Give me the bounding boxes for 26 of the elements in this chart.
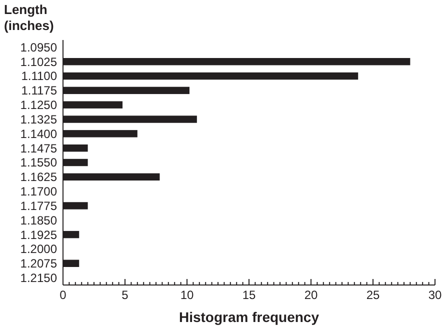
y-tick-label: 1.1925 [20, 228, 58, 242]
x-tick-label: 0 [60, 288, 67, 302]
y-tick-label: 1.1850 [20, 213, 58, 228]
y-tick-label: 1.0950 [20, 40, 58, 54]
y-tick-label: 1.1475 [20, 141, 58, 156]
x-axis-title: Histogram frequency [178, 309, 320, 325]
x-tick-label: 25 [366, 288, 380, 302]
x-tick-label: 10 [180, 288, 194, 302]
y-tick-label: 1.1025 [20, 54, 58, 69]
y-tick-label: 1.1775 [20, 198, 58, 213]
y-tick-label: 1.1400 [20, 126, 58, 141]
y-tick-label: 1.1550 [20, 156, 58, 170]
y-tick-label: 1.2150 [20, 270, 58, 285]
y-tick-label: 1.2075 [20, 256, 58, 271]
x-tick-label: 30 [428, 288, 442, 302]
y-tick-label: 1.1175 [21, 84, 58, 98]
y-tick-label: 1.1250 [20, 98, 58, 112]
y-tick-label: 1.1100 [21, 69, 58, 84]
y-axis-title: Length (inches) [4, 2, 54, 33]
y-tick-label: 1.1325 [20, 112, 58, 126]
y-tick-label: 1.2000 [20, 242, 58, 256]
y-tick-label: 1.1700 [20, 184, 58, 199]
x-tick-label: 20 [304, 288, 318, 302]
x-tick-label: 5 [122, 288, 129, 302]
x-tick-label: 15 [242, 288, 256, 302]
y-tick-label: 1.1625 [20, 170, 58, 184]
